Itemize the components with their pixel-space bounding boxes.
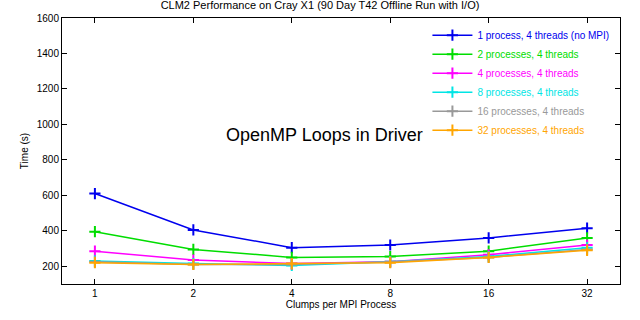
svg-text:16 processes, 4 threads: 16 processes, 4 threads [477, 106, 584, 117]
svg-text:32 processes, 4 threads: 32 processes, 4 threads [477, 125, 584, 136]
svg-text:2: 2 [191, 288, 197, 299]
svg-text:4: 4 [289, 288, 295, 299]
svg-text:1400: 1400 [37, 48, 60, 59]
svg-text:Time (s): Time (s) [19, 133, 30, 169]
svg-text:400: 400 [42, 225, 59, 236]
svg-text:1600: 1600 [37, 13, 60, 24]
svg-text:1 process, 4 threads (no MPI): 1 process, 4 threads (no MPI) [477, 30, 609, 41]
svg-text:800: 800 [42, 154, 59, 165]
svg-text:200: 200 [42, 261, 59, 272]
svg-text:32: 32 [582, 288, 594, 299]
svg-text:1200: 1200 [37, 83, 60, 94]
svg-text:4 processes, 4 threads: 4 processes, 4 threads [477, 68, 578, 79]
svg-text:CLM2 Performance on Cray X1 (9: CLM2 Performance on Cray X1 (90 Day T42 … [161, 0, 480, 11]
svg-text:Clumps per MPI Process: Clumps per MPI Process [286, 299, 397, 310]
svg-text:1000: 1000 [37, 119, 60, 130]
svg-text:1: 1 [92, 288, 98, 299]
svg-text:8 processes, 4 threads: 8 processes, 4 threads [477, 87, 578, 98]
svg-text:2 processes, 4 threads: 2 processes, 4 threads [477, 49, 578, 60]
svg-text:OpenMP Loops in Driver: OpenMP Loops in Driver [226, 125, 423, 145]
svg-text:16: 16 [483, 288, 495, 299]
svg-text:8: 8 [387, 288, 393, 299]
svg-text:600: 600 [42, 190, 59, 201]
